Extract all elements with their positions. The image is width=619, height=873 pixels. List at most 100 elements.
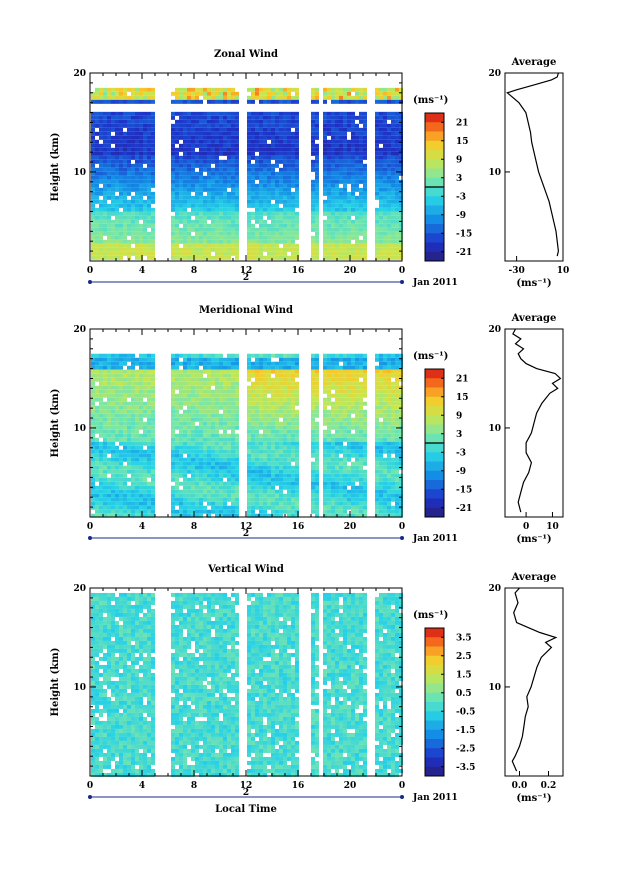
heatmap-cell [199, 187, 203, 192]
heatmap-cell [331, 219, 335, 224]
heatmap-cell [107, 95, 111, 100]
heatmap-cell [139, 159, 143, 164]
heatmap-cell [171, 135, 175, 140]
heatmap-cell [279, 449, 283, 454]
heatmap-cell [283, 163, 287, 168]
heatmap-cell [295, 513, 299, 518]
heatmap-cell [379, 123, 383, 128]
heatmap-cell [139, 119, 143, 124]
heatmap-cell [123, 155, 127, 160]
heatmap-cell [291, 171, 295, 176]
heatmap-cell [355, 127, 359, 132]
heatmap-cell [143, 493, 147, 498]
heatmap-cell [339, 247, 343, 252]
heatmap-cell [211, 409, 215, 414]
heatmap-cell [363, 115, 367, 120]
heatmap-cell [387, 183, 391, 188]
heatmap-cell [103, 131, 107, 136]
heatmap-cell [95, 251, 99, 256]
heatmap-cell [103, 453, 107, 458]
heatmap-cell [127, 247, 131, 252]
heatmap-cell [139, 155, 143, 160]
heatmap-cell [327, 441, 331, 446]
heatmap-cell [255, 473, 259, 478]
heatmap-cell [287, 147, 291, 152]
heatmap-cell [127, 155, 131, 160]
heatmap-cell [287, 393, 291, 398]
heatmap-cell [171, 413, 175, 418]
heatmap-cell [195, 131, 199, 136]
heatmap-cell [231, 175, 235, 180]
heatmap-cell [211, 445, 215, 450]
heatmap-cell [279, 199, 283, 204]
heatmap-cell [327, 147, 331, 152]
heatmap-cell [135, 465, 139, 470]
heatmap-cell [215, 465, 219, 470]
heatmap-cell [323, 473, 327, 478]
heatmap-cell [279, 247, 283, 252]
heatmap-cell [343, 91, 347, 96]
heatmap-cell [195, 461, 199, 466]
heatmap-cell [107, 469, 111, 474]
heatmap-cell [351, 417, 355, 422]
heatmap-cell [223, 199, 227, 204]
heatmap-cell [91, 493, 95, 498]
heatmap-cell [111, 461, 115, 466]
heatmap-cell [283, 437, 287, 442]
heatmap-cell [199, 353, 203, 358]
heatmap-cell [139, 513, 143, 518]
heatmap-cell [323, 377, 327, 382]
heatmap-cell [315, 231, 319, 236]
heatmap-cell [279, 425, 283, 430]
heatmap-cell [363, 187, 367, 192]
heatmap-cell [215, 243, 219, 248]
heatmap-cell [347, 505, 351, 510]
heatmap-cell [275, 91, 279, 96]
heatmap-cell [123, 239, 127, 244]
heatmap-cell [267, 385, 271, 390]
heatmap-cell [183, 131, 187, 136]
heatmap-cell [335, 87, 339, 92]
heatmap-cell [151, 485, 155, 490]
heatmap-cell [231, 497, 235, 502]
heatmap-cell [287, 235, 291, 240]
heatmap-cell [131, 353, 135, 358]
heatmap-cell [331, 469, 335, 474]
heatmap-cell [107, 131, 111, 136]
heatmap-cell [251, 119, 255, 124]
heatmap-cell [347, 239, 351, 244]
heatmap-cell [283, 465, 287, 470]
heatmap-cell [211, 207, 215, 212]
heatmap-cell [175, 485, 179, 490]
heatmap-cell [323, 445, 327, 450]
heatmap-cell [115, 235, 119, 240]
heatmap-cell [199, 91, 203, 96]
heatmap-cell [179, 119, 183, 124]
heatmap-cell [147, 493, 151, 498]
heatmap-cell [255, 127, 259, 132]
heatmap-cell [255, 513, 259, 518]
heatmap-cell [395, 131, 399, 136]
heatmap-cell [311, 445, 315, 450]
heatmap-cell [339, 223, 343, 228]
heatmap-cell [247, 159, 251, 164]
heatmap-cell [127, 251, 131, 256]
heatmap-cell [331, 513, 335, 518]
heatmap-cell [275, 373, 279, 378]
heatmap-cell [347, 457, 351, 462]
heatmap-cell [219, 179, 223, 184]
heatmap-cell [331, 115, 335, 120]
heatmap-cell [295, 481, 299, 486]
heatmap-cell [143, 501, 147, 506]
heatmap-cell [287, 493, 291, 498]
heatmap-cell [195, 203, 199, 208]
heatmap-cell [211, 453, 215, 458]
heatmap-cell [215, 195, 219, 200]
heatmap-cell [295, 135, 299, 140]
heatmap-cell [95, 461, 99, 466]
heatmap-cell [127, 207, 131, 212]
heatmap-cell [175, 369, 179, 374]
heatmap-cell [355, 175, 359, 180]
heatmap-cell [199, 135, 203, 140]
heatmap-cell [183, 429, 187, 434]
